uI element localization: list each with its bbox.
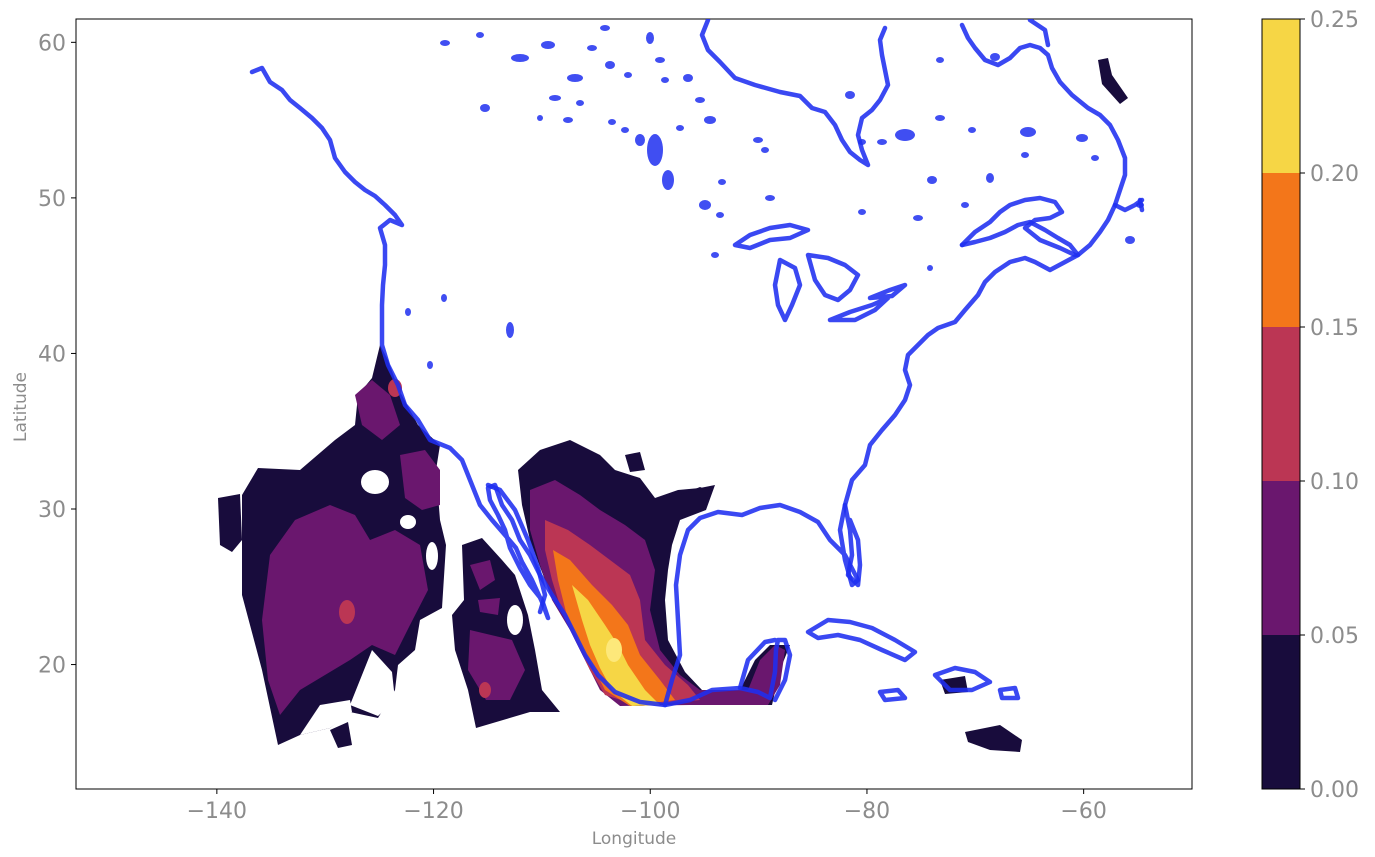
colorbar-segment bbox=[1262, 635, 1300, 789]
colorbar-tick-label: 0.00 bbox=[1310, 778, 1359, 803]
y-axis-label: Latitude bbox=[11, 372, 31, 442]
ocean-field-dark bbox=[218, 494, 242, 552]
colorbar-segment bbox=[1262, 327, 1300, 481]
colorbar-tick-label: 0.10 bbox=[1310, 470, 1359, 495]
y-tick-label: 20 bbox=[38, 654, 66, 679]
field-gap bbox=[507, 605, 523, 635]
y-tick-label: 30 bbox=[38, 498, 66, 523]
x-tick-label: −100 bbox=[620, 799, 680, 824]
colorbar-segment bbox=[1262, 173, 1300, 327]
colorbar-segment bbox=[1262, 19, 1300, 173]
y-tick-label: 50 bbox=[38, 187, 66, 212]
field-gap bbox=[426, 542, 438, 570]
ocean-field-red bbox=[339, 600, 355, 624]
colorbar-tick-label: 0.05 bbox=[1310, 624, 1359, 649]
x-axis-label: Longitude bbox=[592, 829, 677, 849]
ocean-field-red bbox=[479, 682, 491, 698]
colorbar-tick-label: 0.25 bbox=[1310, 8, 1359, 33]
y-tick-label: 60 bbox=[38, 31, 66, 56]
mexico-field-yellow bbox=[606, 638, 622, 662]
colorbar: 0.00 0.05 0.10 0.15 0.20 0.25 bbox=[1262, 8, 1359, 803]
colorbar-tick-label: 0.15 bbox=[1310, 316, 1359, 341]
x-tick-label: −140 bbox=[187, 799, 247, 824]
field-gap bbox=[361, 470, 389, 494]
x-tick-label: −60 bbox=[1060, 799, 1106, 824]
colorbar-tick-label: 0.20 bbox=[1310, 162, 1359, 187]
x-axis: −140 −120 −100 −80 −60 bbox=[187, 789, 1107, 824]
y-axis: 20 30 40 50 60 bbox=[38, 31, 76, 678]
x-tick-label: −120 bbox=[403, 799, 463, 824]
y-tick-label: 40 bbox=[38, 342, 66, 367]
colorbar-segment bbox=[1262, 481, 1300, 635]
field-gap bbox=[400, 515, 416, 529]
x-tick-label: −80 bbox=[844, 799, 890, 824]
